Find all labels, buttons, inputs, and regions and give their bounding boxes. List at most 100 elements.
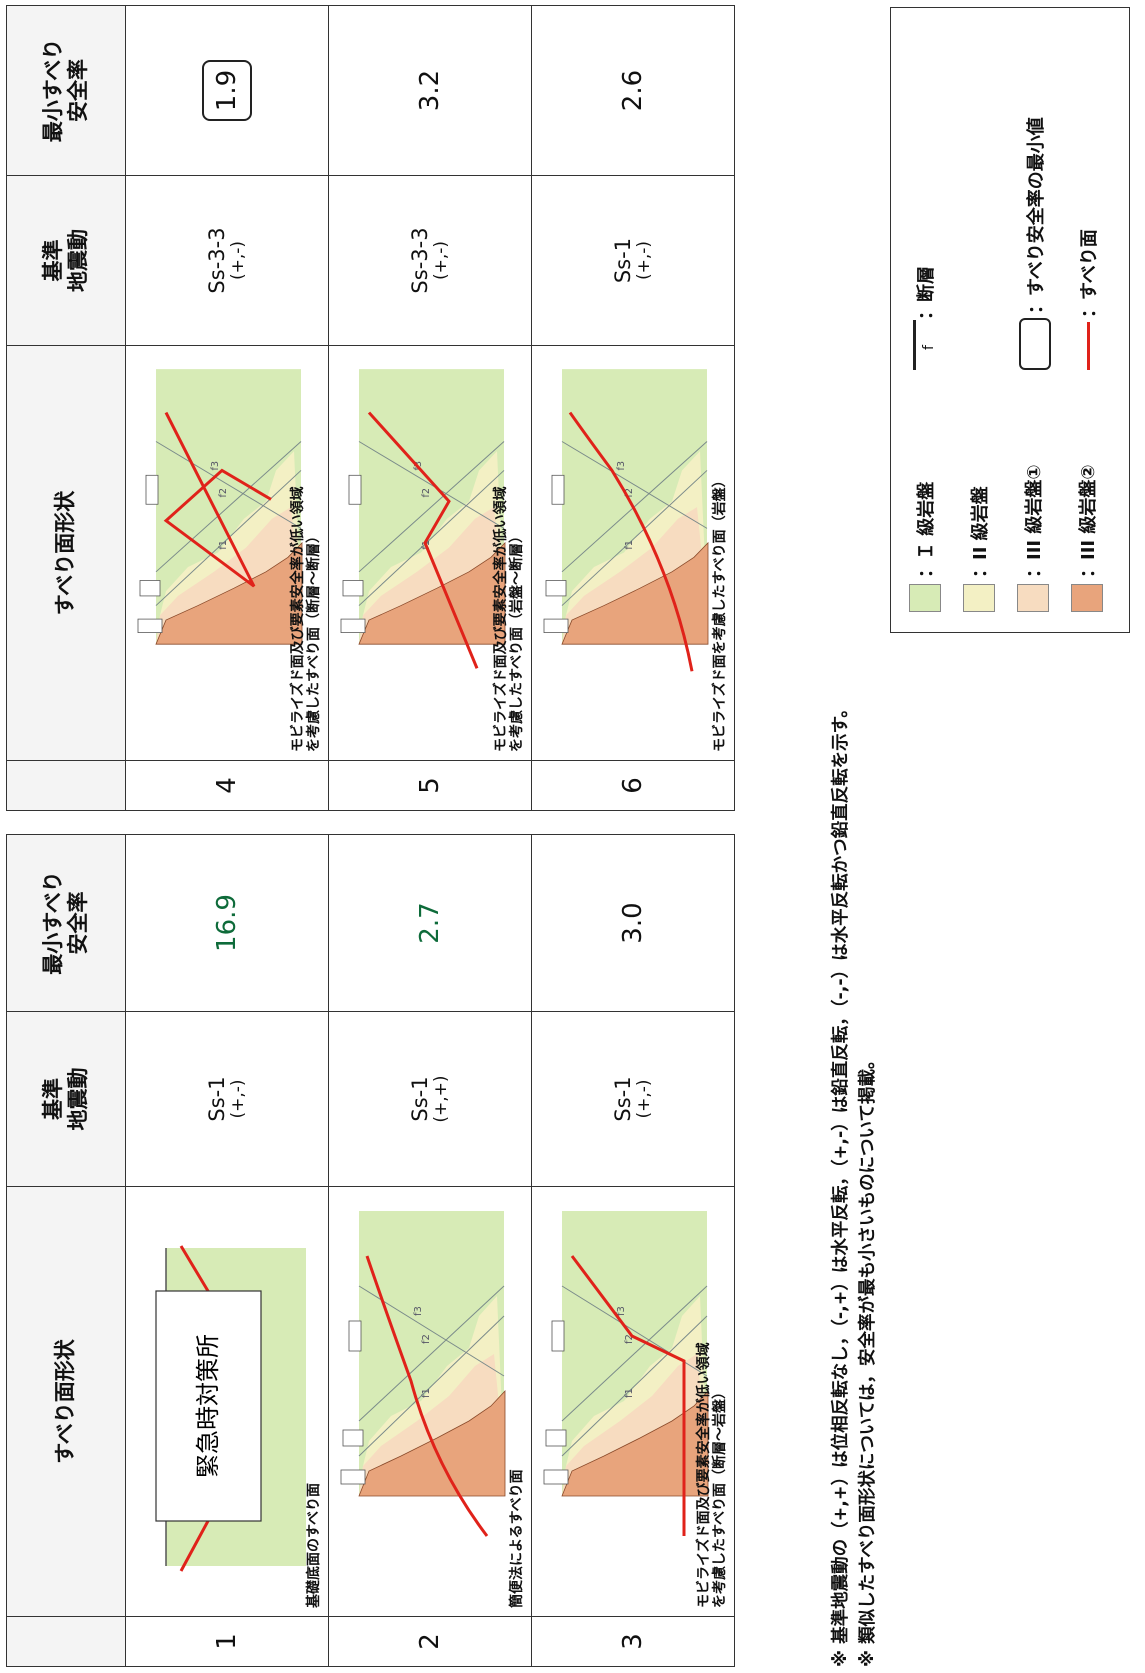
legend-fault: f ：断層 xyxy=(905,266,945,370)
motion-sign: (+,-) xyxy=(228,240,249,281)
slip-shape-cell: f1 f2 f3 モビライズド面及び要素安全率が低い領域 を考慮したすべり面（断層～… xyxy=(531,1186,735,1617)
shape-caption: モビライズド面を考慮したすべり面（岩盤） xyxy=(711,473,728,752)
tower-icon xyxy=(340,1469,366,1485)
legend-rock3b: ：III 級岩盤② xyxy=(1071,464,1103,612)
fault-label-f1: f1 xyxy=(421,1388,432,1398)
rock3a-swatch xyxy=(1017,584,1049,612)
table-row-5: 5 f1 f2 f3 モビライズド面及び要素安全率が低い領域 を考慮したすべり面（岩… xyxy=(328,5,532,811)
safety-factor-value: 3.0 xyxy=(618,902,648,944)
rock1-swatch xyxy=(909,584,941,612)
fault-label-f3: f3 xyxy=(616,1306,627,1316)
rock-class3b-area xyxy=(358,541,506,645)
motion-sign: (+,-) xyxy=(431,240,452,281)
right-table: すべり面形状 基準 地震動 最小すべり 安全率 4 f1 f2 f3 モビライズド面… xyxy=(6,5,735,811)
fault-line-f3 xyxy=(358,441,505,529)
cross-section-diagram: f1 f2 f3 xyxy=(137,369,303,645)
motion-sign: (+,-) xyxy=(634,240,655,281)
legend-rock2-label: ：II 級岩盤 xyxy=(970,486,991,578)
motion-cell: Ss-1 (+,-) xyxy=(125,1011,329,1187)
legend-min-sf: ：すべり安全率の最小値 xyxy=(1019,117,1051,370)
structure-icon xyxy=(545,1429,567,1447)
fault-label-f2: f2 xyxy=(421,1334,432,1344)
building-icon xyxy=(551,1320,565,1352)
structure-icon xyxy=(342,580,364,597)
motion-name: Ss-1 xyxy=(611,237,636,284)
safety-factor-value: 2.7 xyxy=(415,902,445,944)
building-icon xyxy=(551,474,565,505)
fault-label-f3: f3 xyxy=(413,1306,424,1316)
building-icon xyxy=(348,1320,362,1352)
fault-line-f1 xyxy=(358,1315,505,1457)
shape-caption: モビライズド面及び要素安全率が低い領域 を考慮したすべり面（断層～断層） xyxy=(289,486,322,752)
safety-factor-value: 3.2 xyxy=(415,69,445,112)
fault-line-f2 xyxy=(358,441,505,573)
legend-rock3a: ：III 級岩盤① xyxy=(1017,464,1049,612)
fault-label-f3: f3 xyxy=(616,461,627,471)
legend-rock1: ：Ｉ 級岩盤 xyxy=(909,482,941,612)
slip-shape-cell: f1 f2 f3 モビライズド面を考慮したすべり面（岩盤） xyxy=(531,345,735,761)
fault-label-f2: f2 xyxy=(624,1334,635,1344)
slip-shape-cell: f1 f2 f3 簡便法によるすべり面 xyxy=(328,1186,532,1617)
fault-label-f2: f2 xyxy=(218,488,229,498)
fault-line-f2 xyxy=(155,441,302,573)
legend-rock3b-label: ：III 級岩盤② xyxy=(1078,464,1099,578)
left-header-row: すべり面形状 基準 地震動 最小すべり 安全率 xyxy=(6,834,126,1667)
fault-label-f1: f1 xyxy=(624,1388,635,1398)
shape-caption: 簡便法によるすべり面 xyxy=(508,1469,525,1608)
row-number: 4 xyxy=(125,760,329,811)
cross-section-diagram: f1 f2 f3 xyxy=(543,369,709,672)
motion-name: Ss-1 xyxy=(205,1076,230,1122)
sf-cell: 2.7 xyxy=(328,834,532,1012)
slip-shape-cell: 緊急時対策所 基礎底面のすべり面 xyxy=(125,1186,329,1617)
legend-slip-label: ：すべり面 xyxy=(1079,229,1100,318)
fault-label-f2: f2 xyxy=(421,488,432,498)
sf-cell: 2.6 xyxy=(531,5,735,176)
slip-line-icon xyxy=(1086,322,1090,370)
row-number: 6 xyxy=(531,760,735,811)
footnote-phase: ※ 基準地震動の（+,+）は位相反転なし，（-,+）は水平反転，（+,-）は鉛直… xyxy=(831,700,851,1667)
motion-name: Ss-3-3 xyxy=(408,227,433,294)
building-label: 緊急時対策所 xyxy=(194,1334,222,1478)
building-icon xyxy=(348,474,362,505)
sf-cell: 1.9 xyxy=(125,5,329,176)
cross-section-diagram: f1 f2 f3 xyxy=(340,1211,506,1537)
header-motion: 基準 地震動 xyxy=(6,175,126,346)
footnotes: ※ 基準地震動の（+,+）は位相反転なし，（-,+）は水平反転，（+,-）は鉛直… xyxy=(828,467,882,1667)
fault-label-f1: f1 xyxy=(218,540,229,550)
table-row-6: 6 f1 f2 f3 モビライズド面を考慮したすべり面（岩盤） Ss-1 (+,-) … xyxy=(531,5,735,811)
header-motion: 基準 地震動 xyxy=(6,1011,126,1187)
legend-slip: ：すべり面 xyxy=(1075,229,1101,370)
motion-cell: Ss-3-3 (+,-) xyxy=(125,175,329,346)
header-no xyxy=(6,760,126,811)
table-row-1: 1 緊急時対策所 基礎底面のすべり面 Ss-1 (+,-) 16.9 xyxy=(125,834,329,1667)
fault-label-f2: f2 xyxy=(624,488,635,498)
motion-name: Ss-1 xyxy=(611,1076,636,1122)
diagram-group: f1 f2 f3 xyxy=(340,1211,506,1537)
tower-icon xyxy=(543,618,569,633)
motion-name: Ss-3-3 xyxy=(205,227,230,294)
sf-cell: 16.9 xyxy=(125,834,329,1012)
header-sf: 最小すべり 安全率 xyxy=(6,5,126,176)
slip-shape-cell: f1 f2 f3 モビライズド面及び要素安全率が低い領域 を考慮したすべり面（断層～… xyxy=(125,345,329,761)
structure-icon xyxy=(139,580,161,597)
table-row-4: 4 f1 f2 f3 モビライズド面及び要素安全率が低い領域 を考慮したすべり面（断… xyxy=(125,5,329,811)
tower-icon xyxy=(340,618,366,633)
header-sf: 最小すべり 安全率 xyxy=(6,834,126,1012)
legend-rock1-label: ：Ｉ 級岩盤 xyxy=(916,481,937,578)
slip-surface-line xyxy=(568,411,694,672)
right-header-row: すべり面形状 基準 地震動 最小すべり 安全率 xyxy=(6,5,126,811)
shape-caption: モビライズド面及び要素安全率が低い領域 を考慮したすべり面（岩盤～断層） xyxy=(492,486,525,752)
building-icon xyxy=(145,474,159,505)
motion-sign: (+,-) xyxy=(634,1079,655,1119)
min-safety-factor-value: 1.9 xyxy=(202,59,252,122)
safety-factor-value: 16.9 xyxy=(212,894,242,952)
row-number: 2 xyxy=(328,1616,532,1667)
foundation-diagram: 緊急時対策所 xyxy=(155,1245,306,1572)
legend-fault-label: ：断層 xyxy=(916,266,937,320)
fault-line-f3 xyxy=(155,441,302,529)
fault-line-f3 xyxy=(561,441,708,529)
